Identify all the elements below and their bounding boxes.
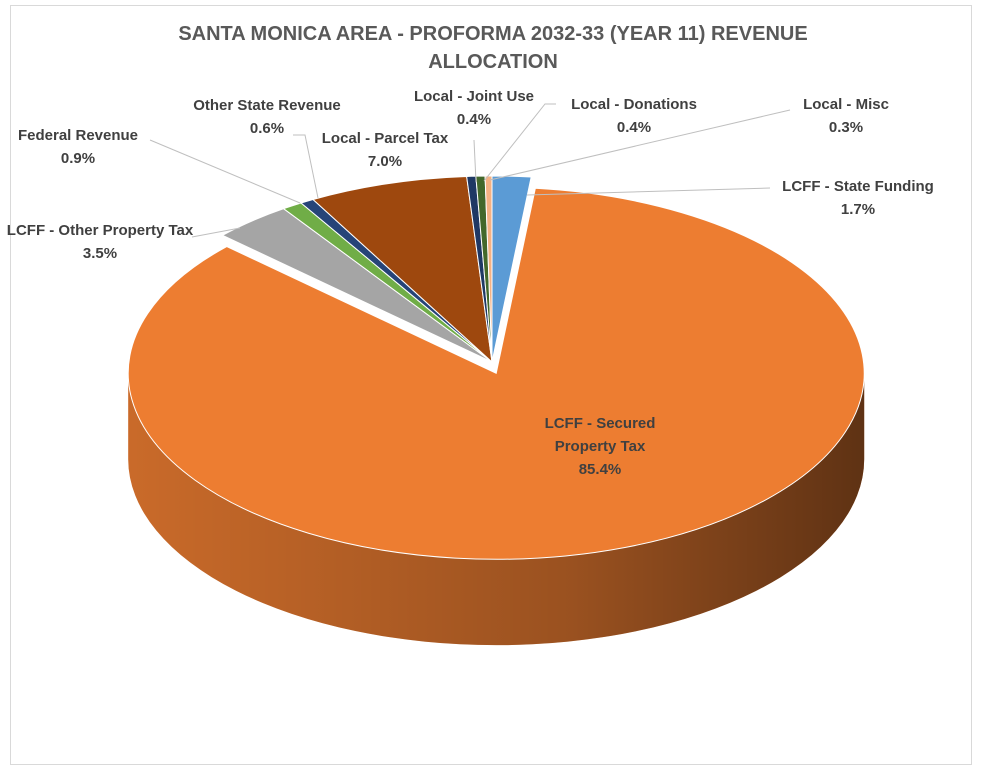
data-label: Local - Misc 0.3% — [781, 93, 911, 139]
label-name: Local - Parcel Tax — [321, 130, 449, 147]
label-name: Local - Donations — [571, 96, 697, 113]
leader-line — [191, 227, 241, 238]
slice-sides — [128, 373, 865, 646]
chart-title: SANTA MONICA AREA - PROFORMA 2032-33 (YE… — [178, 23, 808, 73]
label-name: Federal Revenue — [17, 127, 139, 144]
leader-line — [473, 139, 477, 183]
label-name: Local - Joint Use — [413, 88, 535, 105]
label-value: 3.5% — [82, 245, 118, 262]
data-label: Local - Joint Use 0.4% — [409, 85, 539, 131]
label-value: 0.9% — [60, 150, 96, 167]
label-value: 0.6% — [249, 120, 285, 137]
leader-line — [293, 134, 319, 199]
label-name: LCFF - State Funding — [782, 178, 934, 195]
label-name: Other State Revenue — [193, 97, 341, 114]
label-value: 0.3% — [828, 119, 864, 136]
data-label: LCFF - State Funding 1.7% — [758, 175, 958, 221]
label-name: Local - Misc — [803, 96, 889, 113]
data-label: Local - Parcel Tax 7.0% — [305, 127, 465, 173]
data-label: LCFF - Other Property Tax 3.5% — [0, 219, 200, 265]
label-value: 7.0% — [367, 153, 403, 170]
data-label: LCFF - Secured Property Tax 85.4% — [535, 412, 665, 481]
label-value: 85.4% — [578, 461, 622, 478]
data-label: Other State Revenue 0.6% — [172, 94, 362, 140]
leader-line — [483, 103, 556, 182]
data-label: Local - Donations 0.4% — [554, 93, 714, 139]
label-name: LCFF - Secured Property Tax — [544, 415, 656, 455]
label-value: 1.7% — [840, 201, 876, 218]
leader-line — [526, 187, 771, 196]
leader-lines — [149, 103, 791, 238]
label-value: 0.4% — [616, 119, 652, 136]
label-name: LCFF - Other Property Tax — [6, 222, 194, 239]
leader-line — [489, 109, 791, 181]
slice — [312, 175, 493, 364]
data-label: Federal Revenue 0.9% — [0, 124, 158, 170]
label-value: 0.4% — [456, 111, 492, 128]
slice-tops — [127, 175, 865, 560]
slice — [127, 187, 865, 560]
slice-side-shade — [128, 373, 865, 646]
leader-line — [149, 139, 301, 204]
